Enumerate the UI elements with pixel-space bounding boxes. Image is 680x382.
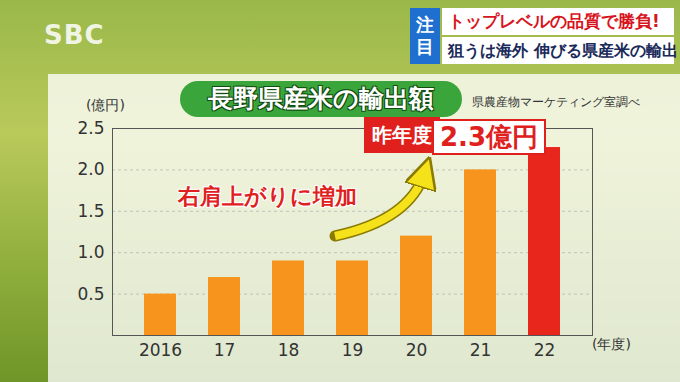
html-text:狙うは海外 伸びる県産米の輸出: 狙うは海外 伸びる県産米の輸出 — [448, 41, 678, 60]
svg-text:0.5: 0.5 — [77, 284, 104, 304]
html-text:SBC: SBC — [44, 20, 105, 50]
html-text:トップレベルの品質で勝負!: トップレベルの品質で勝負! — [448, 11, 660, 31]
svg-text:2.5: 2.5 — [77, 118, 104, 138]
svg-text:18: 18 — [278, 340, 300, 360]
html-text:長野県産米の輸出額: 長野県産米の輸出額 — [208, 84, 434, 113]
svg-text:2.0: 2.0 — [77, 159, 104, 179]
svg-text:17: 17 — [214, 340, 236, 360]
html-text:目: 目 — [416, 36, 434, 57]
html-text:注: 注 — [416, 14, 434, 36]
svg-text:2016: 2016 — [139, 340, 182, 360]
html-text:右肩上がりに増加: 右肩上がりに増加 — [178, 184, 357, 209]
svg-text:20: 20 — [406, 340, 428, 360]
svg-text:22: 22 — [534, 340, 556, 360]
html-text:昨年度 2.3億円: 昨年度 2.3億円 — [372, 122, 539, 152]
svg-text:21: 21 — [470, 340, 492, 360]
svg-text:1.5: 1.5 — [77, 201, 104, 221]
html-text:(億円): (億円) — [86, 97, 125, 113]
html-text:県農産物マーケティング室調べ: 県農産物マーケティング室調べ — [472, 95, 640, 109]
svg-text:1.0: 1.0 — [77, 242, 104, 262]
html-text:(年度): (年度) — [592, 336, 631, 352]
svg-text:19: 19 — [342, 340, 364, 360]
